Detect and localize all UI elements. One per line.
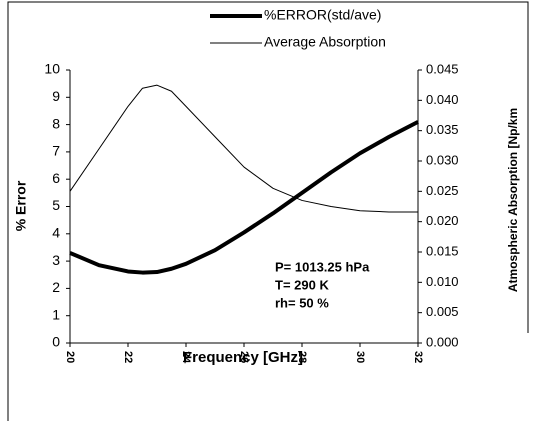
- x-tick-label: 20: [64, 351, 76, 363]
- y-tick-label: 4: [52, 225, 60, 241]
- y2-tick-label: 0.035: [426, 122, 459, 137]
- annotation: T= 290 K: [275, 277, 329, 292]
- y2-tick-label: 0.040: [426, 92, 459, 107]
- annotation: rh= 50 %: [275, 295, 329, 310]
- x-tick-label: 28: [296, 351, 308, 363]
- x-tick-label: 26: [238, 351, 250, 363]
- legend-label: %ERROR(std/ave): [264, 7, 381, 23]
- x-tick-label: 32: [412, 351, 424, 363]
- y2-tick-label: 0.010: [426, 274, 459, 289]
- x-tick-label: 22: [122, 351, 134, 363]
- legend-label: Average Absorption: [264, 34, 386, 50]
- y2-tick-label: 0.025: [426, 183, 459, 198]
- x-axis-label: Frequency [GHz]: [183, 349, 303, 366]
- y-tick-label: 6: [52, 170, 60, 186]
- y-tick-label: 9: [52, 88, 60, 104]
- y-tick-label: 10: [44, 61, 60, 77]
- y-tick-label: 0: [52, 334, 60, 350]
- y-tick-label: 7: [52, 143, 60, 159]
- x-tick-label: 30: [354, 351, 366, 363]
- y2-tick-label: 0.030: [426, 152, 459, 167]
- y2-tick-label: 0.045: [426, 61, 459, 76]
- y-tick-label: 1: [52, 306, 60, 322]
- frame: [7, 1, 529, 421]
- y-tick-label: 2: [52, 279, 60, 295]
- y-tick-label: 8: [52, 115, 60, 131]
- series-line: [69, 120, 419, 275]
- y2-axis-label: Atmospheric Absorption [Np/km: [506, 108, 520, 292]
- y-axis-label: % Error: [13, 180, 29, 231]
- y2-tick-label: 0.000: [426, 334, 459, 349]
- y2-tick-label: 0.020: [426, 213, 459, 228]
- series-line: [69, 84, 418, 213]
- y2-tick-label: 0.005: [426, 304, 459, 319]
- annotation: P= 1013.25 hPa: [275, 259, 370, 274]
- y2-tick-label: 0.015: [426, 243, 459, 258]
- x-tick-label: 24: [180, 351, 192, 364]
- y-tick-label: 5: [52, 197, 60, 213]
- y-tick-label: 3: [52, 252, 60, 268]
